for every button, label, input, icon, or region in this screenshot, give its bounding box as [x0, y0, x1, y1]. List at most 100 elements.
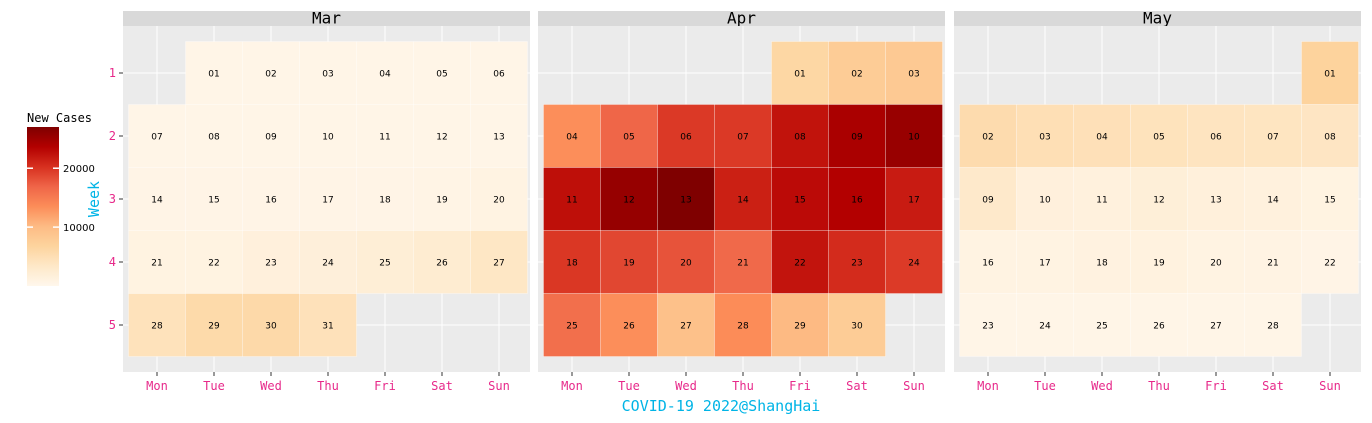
tile-day-label: 12	[436, 133, 447, 143]
heatmap-tile	[128, 230, 186, 294]
tile-day-label: 15	[208, 196, 219, 206]
x-tick-label: Wed	[675, 379, 697, 393]
heatmap-tile	[1016, 293, 1074, 357]
x-tick-label: Fri	[374, 379, 396, 393]
facet-title: Mar	[312, 9, 341, 28]
heatmap-tile	[1016, 167, 1074, 231]
heatmap-tile	[657, 167, 715, 231]
tile-day-label: 26	[1153, 322, 1165, 332]
x-tick-label: Sat	[431, 379, 453, 393]
tile-day-label: 18	[566, 259, 578, 269]
tile-day-label: 09	[265, 133, 277, 143]
facet-panel-apr: Apr 01 02 03 04 05 06 07 08 09 10 11 12 13 14 15 16 17 18 1…	[538, 9, 945, 393]
x-tick-label: Sat	[846, 379, 868, 393]
heatmap-tile	[1016, 230, 1074, 294]
tile-day-label: 17	[908, 196, 919, 206]
heatmap-tile	[1244, 104, 1302, 168]
facet-strip	[954, 11, 1361, 26]
heatmap-tile	[885, 230, 943, 294]
tile-day-label: 23	[982, 322, 993, 332]
heatmap-tile	[600, 167, 658, 231]
heatmap-tile	[1301, 104, 1359, 168]
y-tick-label: 2	[109, 129, 116, 143]
tile-day-label: 15	[1324, 196, 1335, 206]
heatmap-tile	[828, 104, 886, 168]
heatmap-tile	[413, 167, 471, 231]
tile-day-label: 16	[982, 259, 994, 269]
x-tick-label: Tue	[618, 379, 640, 393]
tile-day-label: 04	[379, 70, 391, 80]
tile-day-label: 21	[737, 259, 748, 269]
tile-day-label: 04	[1096, 133, 1108, 143]
tile-day-label: 03	[322, 70, 333, 80]
tile-day-label: 20	[493, 196, 505, 206]
x-tick-label: Fri	[789, 379, 811, 393]
tile-day-label: 10	[322, 133, 334, 143]
tile-day-label: 11	[566, 196, 577, 206]
x-tick-label: Sat	[1262, 379, 1284, 393]
heatmap-tile	[185, 293, 243, 357]
tile-day-label: 09	[982, 196, 994, 206]
heatmap-tile	[600, 293, 658, 357]
tile-day-label: 09	[851, 133, 863, 143]
heatmap-tile	[771, 230, 829, 294]
tile-day-label: 17	[322, 196, 333, 206]
tile-day-label: 25	[566, 322, 577, 332]
heatmap-tile	[128, 293, 186, 357]
heatmap-tile	[600, 230, 658, 294]
tile-day-label: 16	[265, 196, 277, 206]
heatmap-tile	[128, 104, 186, 168]
tile-day-label: 21	[1267, 259, 1278, 269]
tile-day-label: 28	[151, 322, 163, 332]
tile-day-label: 23	[851, 259, 862, 269]
heatmap-tile	[885, 167, 943, 231]
heatmap-tile	[470, 41, 528, 105]
x-tick-label: Sun	[488, 379, 510, 393]
legend-tick-label: 10000	[63, 223, 95, 234]
legend: New Cases 10000 20000	[27, 111, 95, 286]
heatmap-tile	[299, 293, 357, 357]
tile-day-label: 28	[1267, 322, 1279, 332]
tile-day-label: 19	[1153, 259, 1165, 269]
heatmap-tile	[128, 167, 186, 231]
heatmap-tile	[543, 104, 601, 168]
tile-day-label: 29	[794, 322, 806, 332]
heatmap-tile	[1301, 41, 1359, 105]
x-tick-label: Tue	[1034, 379, 1056, 393]
tile-day-label: 06	[680, 133, 692, 143]
tile-day-label: 25	[1096, 322, 1107, 332]
heatmap-tile	[1244, 230, 1302, 294]
tile-day-label: 01	[794, 70, 805, 80]
heatmap-tile	[959, 293, 1017, 357]
tile-day-label: 04	[566, 133, 578, 143]
tile-day-label: 05	[623, 133, 634, 143]
legend-tick-label: 20000	[63, 164, 95, 175]
tile-day-label: 10	[908, 133, 920, 143]
tile-day-label: 13	[680, 196, 691, 206]
tile-day-label: 11	[1096, 196, 1107, 206]
heatmap-tile	[657, 293, 715, 357]
x-axis-label: COVID-19 2022@ShangHai	[622, 397, 821, 415]
tile-day-label: 13	[1210, 196, 1221, 206]
tile-day-label: 24	[322, 259, 334, 269]
x-tick-label: Thu	[317, 379, 339, 393]
tile-day-label: 30	[265, 322, 277, 332]
heatmap-tile	[470, 230, 528, 294]
tile-day-label: 24	[908, 259, 920, 269]
heatmap-tile	[1301, 167, 1359, 231]
heatmap-tile	[771, 293, 829, 357]
tile-day-label: 08	[1324, 133, 1336, 143]
heatmap-tile	[185, 41, 243, 105]
tile-day-label: 05	[1153, 133, 1164, 143]
heatmap-tile	[356, 104, 414, 168]
tile-day-label: 02	[851, 70, 862, 80]
tile-day-label: 28	[737, 322, 749, 332]
legend-gradient-bar	[27, 127, 59, 286]
x-tick-label: Tue	[203, 379, 225, 393]
tile-day-label: 18	[1096, 259, 1108, 269]
heatmap-tile	[1187, 104, 1245, 168]
heatmap-tile	[714, 167, 772, 231]
heatmap-tile	[771, 104, 829, 168]
tile-day-label: 17	[1039, 259, 1050, 269]
